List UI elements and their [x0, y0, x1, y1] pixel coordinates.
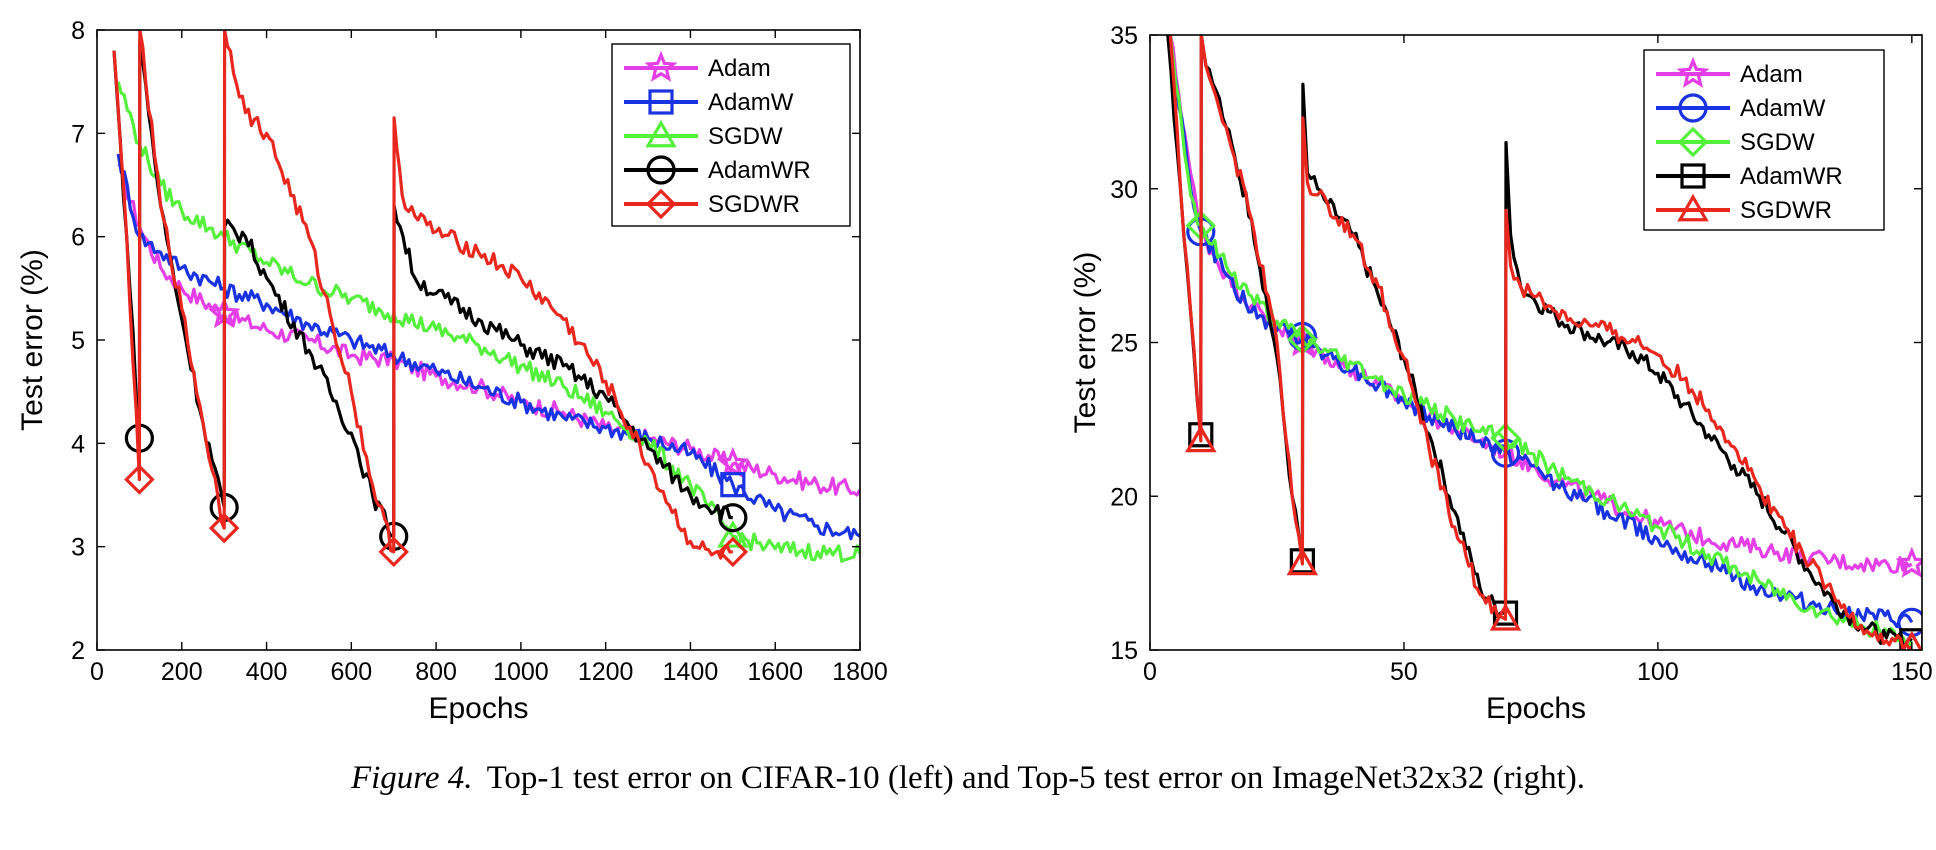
series-line-adam: [117, 162, 860, 497]
x-tick-label: 1400: [663, 658, 719, 686]
caption-text: Top-1 test error on CIFAR-10 (left) and …: [486, 760, 1586, 796]
legend-marker-sgdwr: [645, 188, 677, 220]
series-line-adamwr: [112, 38, 733, 538]
marker-sgdwr: [1185, 424, 1217, 453]
legend-marker-adamw: [1678, 93, 1708, 123]
plot-area: [112, 30, 860, 568]
legend-label-adam: Adam: [1740, 61, 1803, 88]
legend-label-adam: Adam: [708, 55, 771, 82]
y-tick-label: 30: [1110, 176, 1138, 204]
legend-label-adamwr: AdamWR: [708, 157, 811, 184]
legend-label-sgdwr: SGDWR: [708, 191, 800, 218]
x-tick-label: 100: [1637, 658, 1679, 686]
x-axis-label: Epochs: [1486, 692, 1586, 725]
x-tick-label: 0: [1143, 658, 1157, 686]
y-tick-label: 3: [71, 534, 85, 562]
legend-marker-adamwr: [646, 155, 676, 185]
y-tick-label: 20: [1110, 483, 1138, 511]
marker-sgdwr: [1286, 547, 1319, 576]
series-line-sgdwr: [112, 30, 733, 560]
marker-sgdwr: [1489, 603, 1522, 631]
legend-label-adamw: AdamW: [1740, 95, 1826, 122]
x-tick-label: 200: [161, 658, 203, 686]
y-tick-label: 15: [1110, 637, 1138, 665]
legend-label-sgdw: SGDW: [708, 123, 783, 150]
legend-marker-adamw: [648, 89, 674, 115]
legend-marker-sgdwr: [1677, 193, 1709, 222]
marker-sgdwr: [1900, 630, 1922, 650]
marker-adamwr: [718, 503, 748, 533]
x-tick-label: 800: [415, 658, 457, 686]
legend-label-sgdw: SGDW: [1740, 129, 1815, 156]
marker-sgdw: [717, 520, 749, 548]
legend-label-adamwr: AdamWR: [1740, 163, 1843, 190]
y-axis-label: Test error (%): [16, 249, 49, 431]
y-tick-label: 7: [71, 120, 85, 148]
y-tick-label: 2: [71, 637, 85, 665]
marker-adamw: [720, 472, 746, 498]
chart-cifar10: 0 200 400 600 800 1000 1200 1400 1600 1800 2 3 4 5 6 7 8…: [16, 17, 888, 725]
legend-marker-sgdw: [645, 119, 677, 148]
legend-label-adamw: AdamW: [708, 89, 794, 116]
series-line-adamw: [116, 153, 860, 541]
x-tick-label: 400: [246, 658, 288, 686]
y-tick-label: 4: [71, 430, 85, 458]
chart-imagenet32: 0 50 100 150 15 20 25 30 35 Epochs Test error (%) A…: [1069, 22, 1933, 725]
x-tick-label: 1800: [832, 658, 888, 686]
y-tick-label: 25: [1110, 330, 1138, 358]
series-line-sgdw: [116, 81, 860, 563]
x-tick-label: 600: [330, 658, 372, 686]
marker-sgdwr: [378, 536, 409, 568]
series-line-sgdw: [1168, 35, 1914, 648]
legend-marker-adamwr: [1680, 163, 1706, 189]
x-tick-label: 50: [1390, 658, 1418, 686]
legend: Adam AdamW SGDW AdamWR SGDWR: [1643, 49, 1885, 231]
legend-label-sgdwr: SGDWR: [1740, 197, 1832, 224]
marker-sgdwr: [208, 512, 240, 544]
y-tick-label: 8: [71, 17, 85, 45]
y-tick-label: 6: [71, 224, 85, 252]
x-tick-label: 1600: [747, 658, 803, 686]
plot-area: [1166, 35, 1922, 650]
marker-adam: [716, 446, 750, 478]
figure-caption: Figure 4. Top-1 test error on CIFAR-10 (l…: [0, 760, 1936, 797]
legend: Adam AdamW SGDW AdamWR SGDWR: [611, 43, 851, 227]
legend-marker-adam: [1676, 56, 1710, 88]
legend-marker-adam: [644, 50, 678, 82]
legend-marker-sgdw: [1677, 126, 1709, 158]
marker-sgdwr: [124, 464, 155, 495]
figure: 0 200 400 600 800 1000 1200 1400 1600 18002345678…: [16, 17, 1933, 725]
caption-label: Figure 4.: [350, 760, 473, 796]
x-tick-label: 1000: [493, 658, 549, 686]
y-tick-label: 5: [71, 327, 85, 355]
x-axis-label: Epochs: [428, 692, 528, 725]
marker-sgdwr: [717, 536, 749, 568]
y-axis-label: Test error (%): [1069, 252, 1102, 434]
x-tick-label: 0: [90, 658, 104, 686]
y-tick-label: 35: [1110, 22, 1138, 50]
x-tick-label: 1200: [578, 658, 634, 686]
x-tick-label: 150: [1891, 658, 1933, 686]
